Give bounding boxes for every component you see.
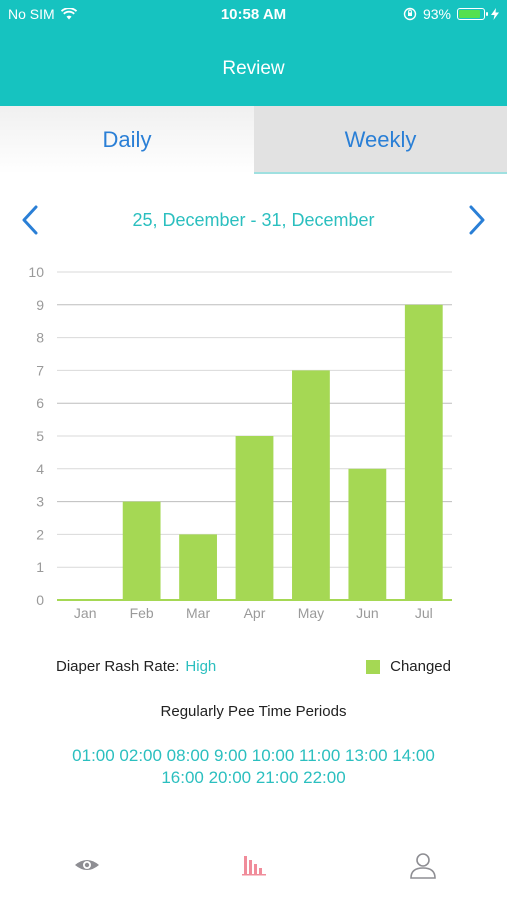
y-tick-label: 6 — [36, 395, 44, 411]
x-tick-label: Jan — [74, 605, 97, 621]
x-tick-label: Feb — [130, 605, 154, 621]
bar-may — [292, 370, 330, 600]
date-range-label: 25, December - 31, December — [132, 210, 375, 230]
user-icon[interactable] — [408, 850, 438, 880]
chart-legend: Changed — [366, 658, 451, 675]
info-row: Diaper Rash Rate: High Changed — [0, 656, 507, 680]
x-tick-label: Mar — [186, 605, 210, 621]
y-tick-label: 2 — [36, 526, 44, 542]
x-tick-label: Jun — [356, 605, 379, 621]
battery-percent: 93% — [422, 6, 451, 22]
bar-apr — [235, 436, 274, 600]
chevron-left-icon[interactable] — [18, 204, 42, 236]
bar-feb — [122, 501, 161, 600]
tab-daily[interactable]: Daily — [0, 106, 254, 174]
y-tick-label: 7 — [36, 362, 44, 378]
status-bar: No SIM 10:58 AM 93% — [0, 0, 507, 28]
rash-rate-label: Diaper Rash Rate: — [56, 658, 180, 675]
pee-periods-list: 01:00 02:00 08:00 9:00 10:00 11:00 13:00… — [40, 745, 467, 789]
page-title: Review — [222, 58, 285, 79]
period-tabs: Daily Weekly — [0, 106, 507, 174]
x-tick-label: May — [298, 605, 324, 621]
x-tick-label: Apr — [244, 605, 266, 621]
carrier-label: No SIM — [8, 6, 55, 22]
y-tick-label: 10 — [28, 264, 44, 280]
tab-weekly[interactable]: Weekly — [254, 106, 507, 174]
eye-icon[interactable] — [72, 850, 102, 880]
header: No SIM 10:58 AM 93% Review — [0, 0, 507, 106]
bar-jul — [404, 304, 443, 600]
bar-jun — [348, 468, 387, 600]
y-tick-label: 9 — [36, 297, 44, 313]
pee-periods-line-1: 01:00 02:00 08:00 9:00 10:00 11:00 13:00… — [72, 746, 435, 765]
legend-swatch — [366, 659, 381, 674]
y-tick-label: 5 — [36, 428, 44, 444]
legend-label: Changed — [390, 658, 451, 675]
pee-periods-line-2: 16:00 20:00 21:00 22:00 — [161, 768, 346, 787]
y-tick-label: 8 — [36, 330, 44, 346]
bottom-tab-bar — [0, 830, 507, 900]
x-tick-label: Jul — [415, 605, 433, 621]
y-tick-label: 4 — [36, 461, 44, 477]
rash-rate-value: High — [185, 658, 217, 675]
bar-chart-icon[interactable] — [239, 850, 269, 880]
y-tick-label: 0 — [36, 592, 44, 608]
battery-icon — [457, 8, 488, 20]
status-left: No SIM — [8, 6, 77, 22]
diaper-rash-rate: Diaper Rash Rate: High — [56, 658, 216, 675]
y-tick-label: 1 — [36, 559, 44, 575]
status-time: 10:58 AM — [220, 6, 287, 23]
pee-periods-title: Regularly Pee Time Periods — [160, 703, 347, 720]
rotation-lock-icon — [403, 7, 417, 21]
charging-icon — [491, 8, 499, 20]
wifi-icon — [60, 8, 77, 20]
bar-chart: 0 1 2 3 4 5 6 7 8 9 10 Jan Feb Mar Apr May Jun Jul — [0, 256, 507, 626]
date-range-nav: 25, December - 31, December — [0, 196, 507, 244]
y-tick-label: 3 — [36, 494, 44, 510]
chart-svg: 0 1 2 3 4 5 6 7 8 9 10 Jan Feb Mar Apr May Jun Jul — [28, 264, 452, 621]
status-right: 93% — [403, 6, 499, 22]
battery-fill — [459, 10, 481, 18]
chevron-right-icon[interactable] — [465, 204, 489, 236]
bar-mar — [179, 534, 217, 600]
